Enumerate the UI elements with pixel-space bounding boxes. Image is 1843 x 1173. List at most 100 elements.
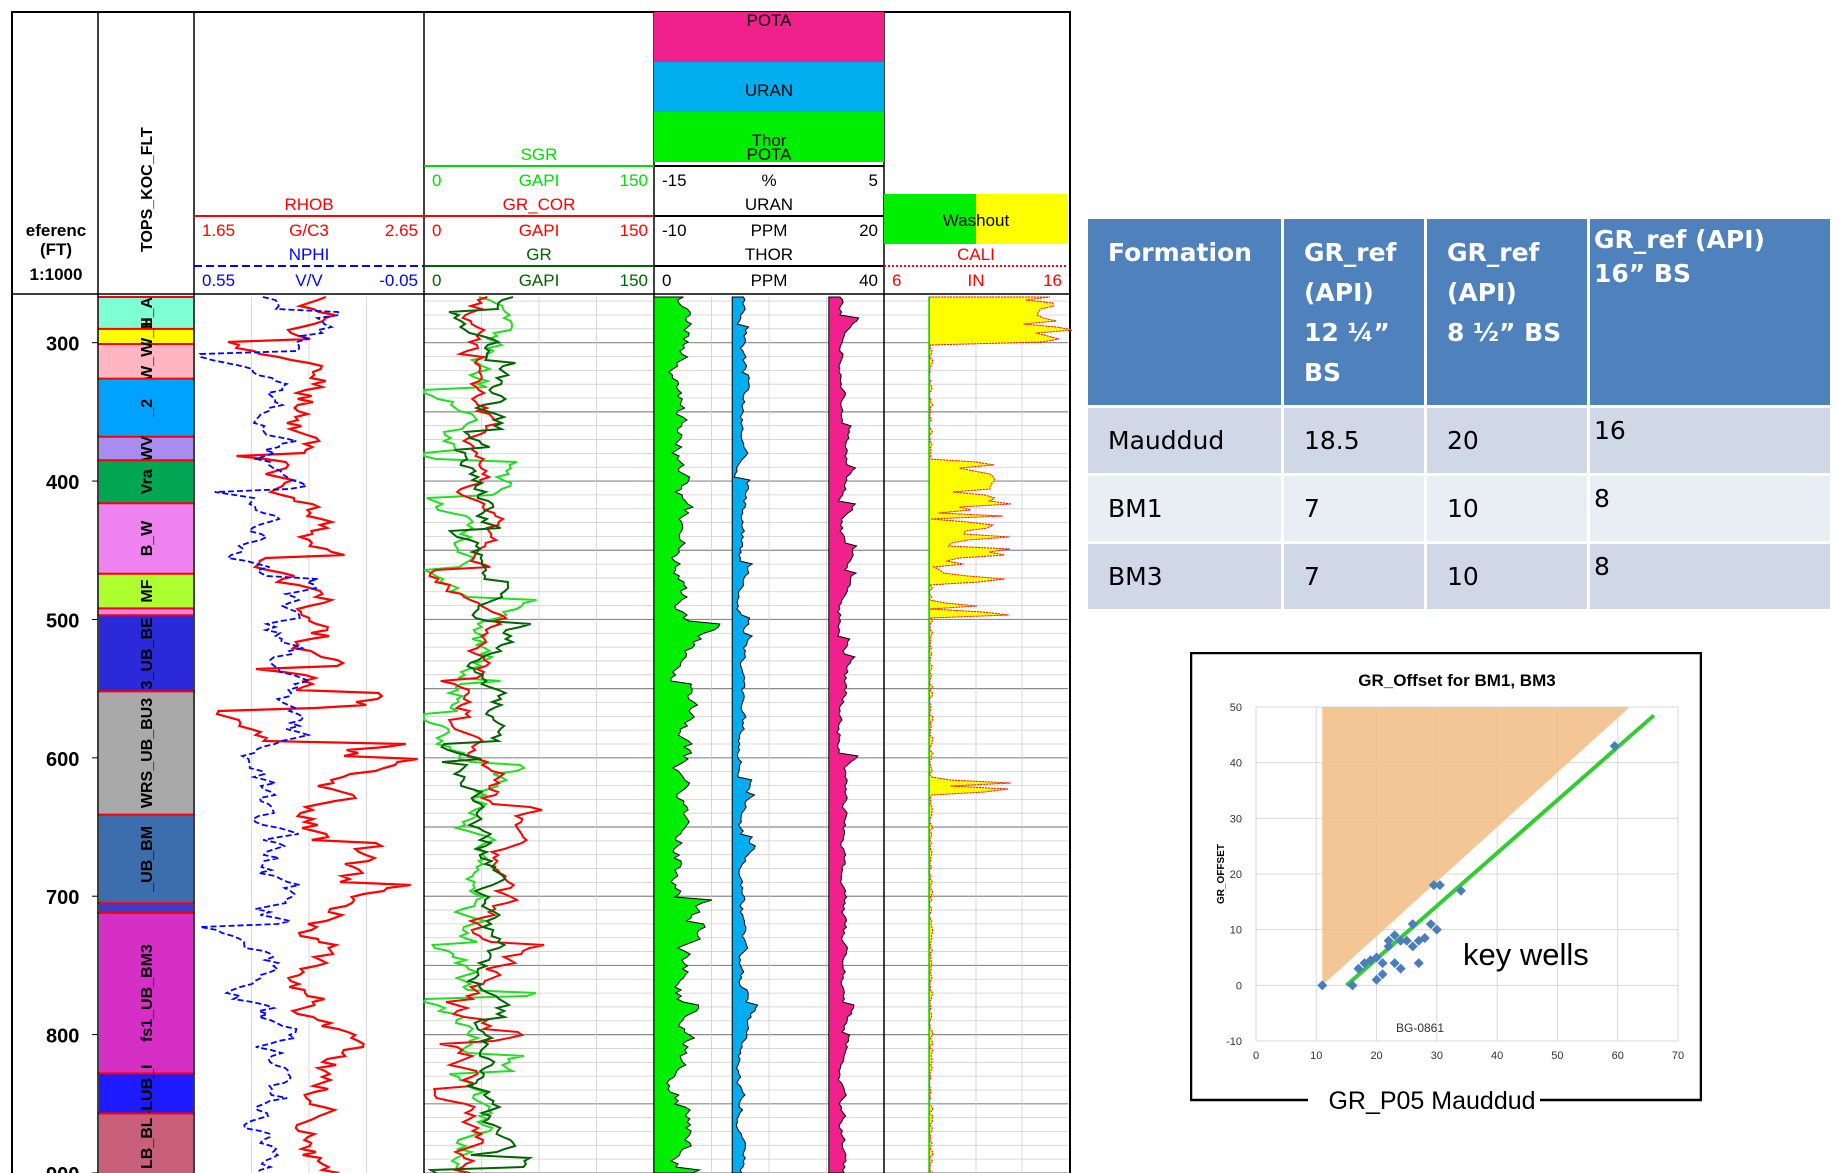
data-point — [1383, 941, 1394, 952]
data-point — [1428, 880, 1439, 891]
formation-label: _UB_BM — [139, 826, 156, 893]
spectral-legend-label: POTA — [746, 11, 792, 30]
gr-curve — [427, 296, 534, 1173]
data-point — [1431, 924, 1442, 935]
header-line: (API) — [1447, 278, 1517, 307]
curve-name: GR — [526, 245, 552, 264]
x-tick-label: 40 — [1491, 1050, 1503, 1062]
data-point — [1377, 969, 1388, 980]
scatter-chart: GR_Offset for BM1, BM3 0 10 20 30 40 50 60 70 -10… — [1190, 652, 1702, 1118]
data-point — [1377, 958, 1388, 969]
scale-min: 1.65 — [202, 221, 235, 240]
formation-label: BLUB_I — [139, 1065, 156, 1123]
formation-label-group: fs1_UB_BM3 — [139, 944, 156, 1042]
gr-ref-16-header: GR_ref (API) 16” BS — [1590, 219, 1830, 405]
scale-unit: G/C3 — [289, 221, 329, 240]
table-row: BM1 7 10 8 — [1088, 476, 1830, 541]
data-point — [1455, 885, 1466, 896]
scale-min: -15 — [662, 171, 687, 190]
rhob-curve — [215, 295, 418, 1173]
data-point — [1419, 933, 1430, 944]
formation-label-group: MF — [139, 579, 156, 602]
formation-label-group: H_A — [139, 296, 156, 328]
scale-max: 150 — [620, 221, 648, 240]
formation-block — [99, 1073, 193, 1114]
scale-max: 16 — [1043, 271, 1062, 290]
spectral-legend-swatch — [654, 12, 884, 62]
header-line: GR_ref (API) — [1594, 225, 1765, 254]
annotation-key-wells: key wells — [1463, 937, 1589, 972]
formation-block — [99, 608, 193, 616]
curve-name: POTA — [746, 145, 792, 164]
formation-block — [99, 1113, 193, 1173]
formation-label: fs1_UB_BM3 — [139, 944, 156, 1042]
x-axis-label: GR_P05 Mauddud — [1328, 1087, 1535, 1115]
curve-name: GR_COR — [503, 195, 576, 214]
formation-block — [99, 691, 193, 815]
gr-ref-12-header: GR_ref (API) 12 ¼” BS — [1284, 219, 1424, 405]
formation-label-group: W_W — [139, 341, 156, 381]
formation-label: H_A — [139, 296, 156, 328]
formation-label: WRS_UB_BU3 — [139, 698, 156, 808]
formation-label-group: 3_UB_BE — [139, 617, 156, 689]
depth-header-text: 1:1000 — [30, 265, 83, 284]
data-point — [1395, 935, 1406, 946]
formation-label: W_W — [139, 341, 156, 381]
formation-label: B_W — [139, 520, 156, 556]
scale-max: 5 — [869, 171, 878, 190]
x-tick-label: 20 — [1370, 1050, 1382, 1062]
formation-label: MF — [139, 579, 156, 602]
scale-min: 0 — [432, 171, 441, 190]
scale-unit: V/V — [295, 271, 323, 290]
table-cell: 8 — [1590, 476, 1830, 541]
header-line: GR_ref — [1447, 238, 1540, 267]
shaded-region — [1322, 707, 1630, 986]
formation-block — [99, 378, 193, 437]
scale-min: 0 — [662, 271, 671, 290]
header-line: (API) — [1304, 278, 1374, 307]
table-cell: 8 — [1590, 544, 1830, 609]
depth-tick-label: 800 — [46, 1026, 79, 1048]
formation-block — [99, 912, 193, 1074]
spectral-legend-label: URAN — [745, 81, 793, 100]
formation-label: Vra — [139, 469, 156, 494]
scale-unit: % — [761, 171, 776, 190]
scale-min: 0 — [432, 221, 441, 240]
depth-tick-label: 400 — [46, 472, 79, 494]
header-line: 16” BS — [1594, 259, 1691, 288]
scale-unit: GAPI — [519, 271, 560, 290]
formation-block — [99, 903, 193, 913]
y-axis-label-group: GR_OFFSET — [1216, 844, 1227, 904]
data-point — [1371, 974, 1382, 985]
scale-max: 150 — [620, 271, 648, 290]
x-tick-label: 0 — [1253, 1050, 1259, 1062]
curve-name: CALI — [957, 245, 995, 264]
data-point — [1395, 963, 1406, 974]
scale-max: 150 — [620, 171, 648, 190]
depth-header-text: (FT) — [40, 240, 72, 259]
scale-max: -0.05 — [379, 271, 418, 290]
formation-block — [99, 460, 193, 504]
scale-min: 6 — [892, 271, 901, 290]
table-cell: Mauddud — [1088, 408, 1281, 473]
y-axis-label: GR_OFFSET — [1216, 844, 1227, 904]
table-cell: 16 — [1590, 408, 1830, 473]
data-point — [1371, 952, 1382, 963]
thor-fill — [653, 296, 721, 1173]
formation-label-group: WV — [139, 435, 156, 461]
data-point — [1407, 941, 1418, 952]
formation-block — [99, 344, 193, 379]
washout-swatch — [884, 194, 976, 244]
formation-label: 3_UB_BE — [139, 617, 156, 689]
table-cell: BM1 — [1088, 476, 1281, 541]
gr-cor-curve — [428, 296, 545, 1173]
annotation-well-name: BG-0861 — [1396, 1021, 1444, 1035]
x-axis-label-bg — [1308, 1086, 1540, 1118]
formation-label-group: WRS_UB_BU3 — [139, 698, 156, 808]
tops-header: TOPS_KOC_FLT — [139, 127, 156, 252]
depth-header-text: eferenc — [26, 221, 86, 240]
header-line: 8 ½” BS — [1447, 318, 1562, 347]
nphi-curve — [198, 296, 341, 1173]
curve-name: URAN — [745, 195, 793, 214]
depth-tick-label: 700 — [46, 887, 79, 909]
